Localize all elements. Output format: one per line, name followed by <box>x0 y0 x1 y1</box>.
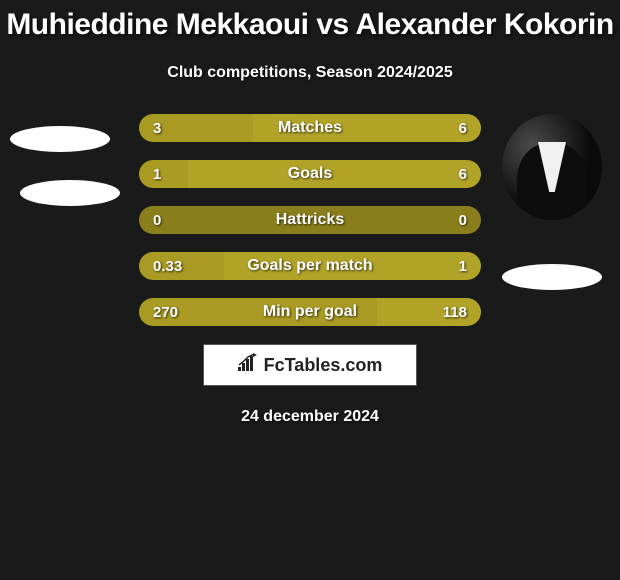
bar-right-value: 1 <box>459 258 467 275</box>
logo-text: FcTables.com <box>264 355 383 376</box>
bar-left-value: 270 <box>153 304 178 321</box>
bar-left-segment: 0.33 <box>139 252 224 280</box>
bar-right-value: 118 <box>443 304 467 321</box>
bar-row: 0.331Goals per match <box>139 252 481 280</box>
bar-left-value: 0.33 <box>153 258 182 275</box>
bar-left-segment: 3 <box>139 114 253 142</box>
logo-box: FcTables.com <box>203 344 417 386</box>
bar-row: 00Hattricks <box>139 206 481 234</box>
chart-icon <box>238 353 260 378</box>
bar-left-segment: 1 <box>139 160 188 188</box>
bar-right-segment: 1 <box>224 252 481 280</box>
bar-left-value: 1 <box>153 166 161 183</box>
right-player-avatar <box>502 114 602 220</box>
bar-left-value: 0 <box>153 212 161 229</box>
bar-right-value: 6 <box>459 166 467 183</box>
page-title: Muhieddine Mekkaoui vs Alexander Kokorin <box>0 0 620 42</box>
comparison-content: 36Matches16Goals00Hattricks0.331Goals pe… <box>0 114 620 426</box>
bar-row: 36Matches <box>139 114 481 142</box>
date-line: 24 december 2024 <box>0 408 620 426</box>
bar-left-segment: 270 <box>139 298 377 326</box>
left-player-photo-placeholder-2 <box>20 180 120 206</box>
bar-right-segment: 6 <box>253 114 481 142</box>
left-player-photo-placeholder-1 <box>10 126 110 152</box>
bar-row: 16Goals <box>139 160 481 188</box>
bar-left-segment: 0 <box>139 206 310 234</box>
bar-row: 270118Min per goal <box>139 298 481 326</box>
bar-right-value: 0 <box>459 212 467 229</box>
right-player-club-placeholder <box>502 264 602 290</box>
bar-right-segment: 6 <box>188 160 481 188</box>
bar-right-segment: 118 <box>377 298 481 326</box>
bar-right-segment: 0 <box>310 206 481 234</box>
bar-right-value: 6 <box>459 120 467 137</box>
subtitle: Club competitions, Season 2024/2025 <box>0 64 620 82</box>
comparison-bars: 36Matches16Goals00Hattricks0.331Goals pe… <box>139 114 481 326</box>
bar-left-value: 3 <box>153 120 161 137</box>
